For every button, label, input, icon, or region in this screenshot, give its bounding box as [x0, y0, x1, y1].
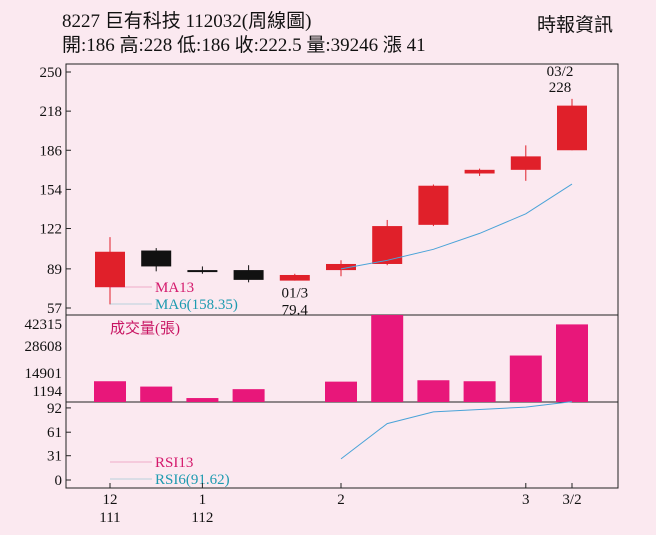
annotation-date: 01/3	[281, 286, 308, 302]
volume-tick-label: 1194	[33, 384, 63, 400]
chart-frame	[65, 63, 619, 489]
volume-bar	[417, 380, 450, 402]
annotation-date: 03/2	[547, 64, 574, 80]
price-tick-label: 89	[47, 262, 62, 278]
x-tick-sublabel: 112	[191, 510, 213, 526]
volume-tick-label: 14901	[25, 366, 63, 382]
rsi-tick-label: 31	[47, 449, 62, 465]
candle-body	[141, 250, 172, 267]
candle-body	[279, 274, 310, 281]
source-label: 時報資訊	[537, 15, 614, 36]
volume-bar	[94, 381, 126, 402]
legend-label: MA6(158.35)	[155, 297, 238, 313]
x-tick-label: 2	[337, 492, 345, 508]
volume-tick-label: 42315	[25, 317, 63, 333]
legend-label: RSI13	[155, 455, 193, 471]
price-tick-label: 186	[40, 143, 63, 159]
rsi-tick-label: 61	[47, 425, 62, 441]
volume-bar	[232, 389, 265, 402]
rsi-tick-label: 0	[55, 473, 63, 489]
legend-label: RSI6(91.62)	[155, 472, 230, 488]
price-tick-label: 218	[40, 104, 63, 120]
candle-body	[557, 105, 587, 151]
candle-body	[510, 156, 541, 170]
candle-body	[326, 263, 356, 271]
x-tick-label: 3	[522, 492, 530, 508]
volume-bar	[140, 386, 173, 402]
x-tick-label: 12	[103, 492, 118, 508]
ohlc-summary: 開:186 高:228 低:186 收:222.5 量:39246 漲 41	[62, 35, 426, 56]
volume-label: 成交量(張)	[110, 319, 180, 337]
price-tick-label: 154	[40, 182, 63, 198]
annotation-value: 79.4	[282, 303, 309, 319]
price-tick-label: 57	[47, 301, 63, 317]
chart-title: 8227 巨有科技 112032(周線圖)	[62, 11, 312, 32]
ma6-line	[340, 183, 573, 270]
rsi6-line	[340, 401, 573, 460]
volume-bar	[556, 324, 588, 402]
candle-body	[95, 251, 125, 288]
price-tick-label: 250	[40, 65, 63, 81]
volume-bar	[371, 315, 404, 402]
x-tick-label: 3/2	[562, 492, 581, 508]
volume-bar	[463, 381, 496, 402]
annotation-value: 228	[549, 80, 572, 96]
price-tick-label: 122	[40, 222, 63, 238]
x-tick-label: 1	[199, 492, 207, 508]
candle-body	[233, 270, 264, 280]
candle-body	[418, 185, 449, 225]
volume-tick-label: 28608	[25, 339, 63, 355]
candle-body	[464, 169, 495, 174]
x-tick-sublabel: 111	[99, 510, 120, 526]
candle-body	[187, 270, 218, 273]
volume-bar	[325, 381, 357, 402]
volume-bar	[186, 398, 219, 402]
rsi-tick-label: 92	[47, 401, 62, 417]
volume-bar	[509, 355, 542, 402]
legend-label: MA13	[155, 280, 194, 296]
